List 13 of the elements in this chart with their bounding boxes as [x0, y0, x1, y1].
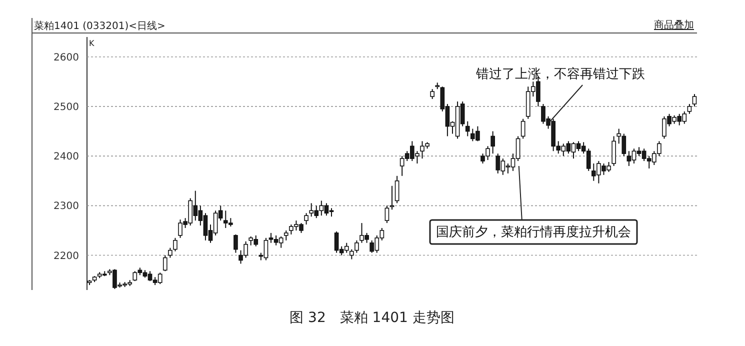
y-tick-label: 2600: [54, 52, 79, 64]
annotation: 错过了上涨，不容再错过下跌: [476, 67, 645, 122]
title: 菜粕1401 (033201)<日线>: [34, 21, 166, 32]
text: 商品叠加: [654, 19, 694, 31]
annotation: 国庆前夕，菜粕行情再度拉升机会: [429, 166, 638, 245]
annotation: 错过了上涨，不容再错过下跌: [475, 66, 645, 82]
caption: 图 32 菜粕 1401 走势图: [290, 310, 454, 326]
y-tick-label: 2200: [54, 250, 79, 262]
annotation: 国庆前夕，菜粕行情再度拉升机会: [436, 224, 631, 240]
annotation: K: [89, 39, 95, 48]
y-tick-label: 2400: [54, 152, 79, 163]
y-tick-label: 2500: [54, 102, 79, 113]
y-tick-label: 2300: [54, 201, 79, 212]
